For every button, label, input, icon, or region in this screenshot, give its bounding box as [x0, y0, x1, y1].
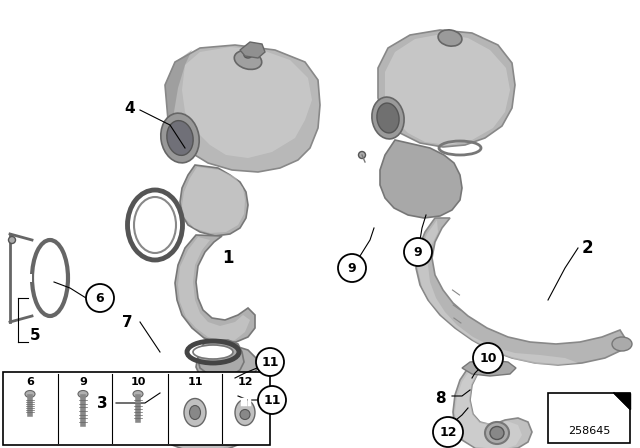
Ellipse shape — [235, 400, 255, 426]
Polygon shape — [378, 30, 515, 147]
Text: 5: 5 — [29, 327, 40, 343]
Polygon shape — [453, 368, 532, 448]
Ellipse shape — [8, 237, 15, 244]
Bar — [3, 372, 270, 445]
Ellipse shape — [234, 51, 262, 69]
Polygon shape — [455, 370, 522, 448]
Polygon shape — [182, 47, 312, 158]
Text: 258645: 258645 — [568, 426, 610, 436]
Ellipse shape — [372, 97, 404, 139]
Text: 9: 9 — [413, 246, 422, 258]
Circle shape — [433, 417, 463, 447]
Polygon shape — [158, 345, 258, 448]
Ellipse shape — [134, 197, 176, 253]
Ellipse shape — [485, 422, 509, 444]
Polygon shape — [178, 237, 250, 341]
Text: 10: 10 — [131, 377, 146, 387]
Text: 3: 3 — [97, 396, 108, 410]
Ellipse shape — [189, 405, 200, 419]
Ellipse shape — [167, 121, 193, 155]
Ellipse shape — [490, 426, 504, 439]
Ellipse shape — [185, 376, 215, 414]
Ellipse shape — [358, 151, 365, 159]
Text: 4: 4 — [125, 100, 135, 116]
Circle shape — [86, 284, 114, 312]
Circle shape — [258, 386, 286, 414]
Ellipse shape — [193, 345, 233, 359]
Ellipse shape — [190, 382, 210, 408]
Text: 8: 8 — [435, 391, 445, 405]
Ellipse shape — [244, 52, 252, 58]
Text: 11: 11 — [188, 377, 203, 387]
Circle shape — [338, 254, 366, 282]
Polygon shape — [165, 50, 192, 155]
Polygon shape — [180, 165, 248, 236]
Polygon shape — [28, 274, 32, 282]
Ellipse shape — [25, 391, 35, 397]
Ellipse shape — [438, 30, 462, 46]
Polygon shape — [240, 42, 265, 58]
Circle shape — [404, 238, 432, 266]
Circle shape — [256, 348, 284, 376]
Polygon shape — [198, 340, 244, 377]
Text: 9: 9 — [348, 262, 356, 275]
Polygon shape — [165, 45, 320, 172]
Polygon shape — [418, 220, 578, 365]
Polygon shape — [614, 393, 630, 409]
Text: 1: 1 — [222, 249, 234, 267]
Polygon shape — [380, 140, 462, 218]
Polygon shape — [182, 167, 245, 233]
Polygon shape — [416, 218, 625, 365]
Ellipse shape — [78, 391, 88, 397]
Polygon shape — [462, 360, 516, 376]
Polygon shape — [161, 385, 252, 448]
Ellipse shape — [240, 409, 250, 419]
Bar — [548, 393, 630, 443]
Text: 7: 7 — [122, 314, 132, 329]
Text: 6: 6 — [96, 292, 104, 305]
Text: 12: 12 — [439, 426, 457, 439]
Text: 10: 10 — [479, 352, 497, 365]
Text: 12: 12 — [237, 377, 253, 387]
Polygon shape — [385, 34, 510, 145]
Ellipse shape — [133, 391, 143, 397]
Polygon shape — [175, 235, 255, 343]
Ellipse shape — [612, 337, 632, 351]
Text: 2: 2 — [581, 239, 593, 257]
Ellipse shape — [161, 113, 199, 163]
Text: 9: 9 — [79, 377, 87, 387]
Circle shape — [473, 343, 503, 373]
Text: 6: 6 — [26, 377, 34, 387]
Text: 11: 11 — [261, 356, 279, 369]
Text: 11: 11 — [263, 393, 281, 406]
Ellipse shape — [377, 103, 399, 133]
Ellipse shape — [184, 399, 206, 426]
